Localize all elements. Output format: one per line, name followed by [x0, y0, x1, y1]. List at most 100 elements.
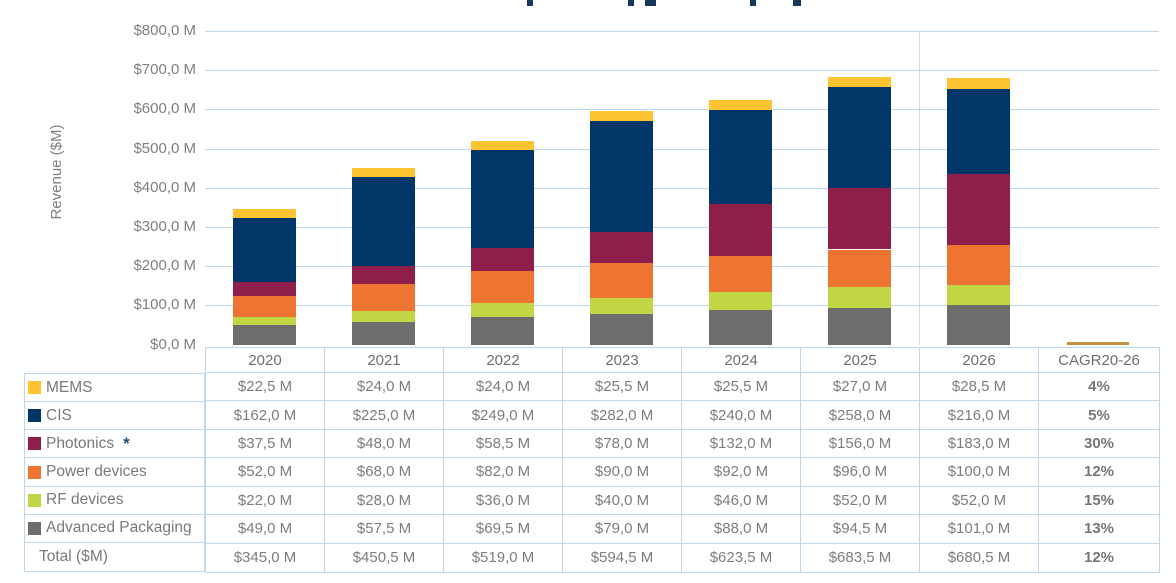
bar-segment-mems-2021	[352, 167, 415, 178]
bar-segment-mems-2024	[709, 100, 772, 111]
bar-segment-power-devices-2025	[828, 249, 891, 288]
bar-segment-cis-2022	[471, 150, 534, 249]
legend-table: MEMS CIS Photonics * Power devices RF devices…	[24, 373, 205, 573]
gridline	[205, 109, 1159, 111]
cell-mems-2026: $28,5 M	[920, 373, 1039, 402]
cell-cis-cagr: 5%	[1039, 401, 1159, 430]
gridline	[205, 30, 1159, 32]
cell-mems-2023: $25,5 M	[563, 373, 682, 402]
bar-segment-power-devices-2022	[471, 271, 534, 304]
column-header-2021: 2021	[325, 348, 444, 373]
bar-segment-rf-devices-2023	[590, 297, 653, 314]
cell-rf-devices-cagr: 15%	[1039, 487, 1159, 516]
cell-advanced-packaging-2020: $49,0 M	[206, 515, 325, 544]
bar-segment-power-devices-2021	[352, 284, 415, 312]
bar-segment-photonics-2023	[590, 232, 653, 263]
legend-label: Power devices	[46, 463, 147, 481]
cell-rf-devices-2021: $28,0 M	[325, 486, 444, 516]
bar-segment-power-devices-2024	[709, 255, 772, 293]
bar-segment-cis-2021	[352, 177, 415, 266]
legend-swatch-rf-devices	[28, 493, 41, 507]
cell-photonics-cagr: 30%	[1039, 430, 1159, 459]
bar-segment-cis-2023	[590, 121, 653, 233]
clipped-title-fragment	[793, 0, 801, 6]
cell-photonics-2022: $58,5 M	[444, 429, 563, 459]
data-table: 2020 2021 2022 2023 2024 2025 2026 CAGR20-26 $22…	[205, 347, 1160, 573]
gridline	[205, 266, 1159, 268]
bar-segment-rf-devices-2026	[947, 284, 1010, 305]
gridline	[205, 70, 1159, 72]
gridline	[205, 148, 1159, 150]
cell-cis-2020: $162,0 M	[206, 401, 325, 430]
bar-segment-advanced-packaging-2022	[471, 317, 534, 345]
legend-swatch-mems	[28, 381, 41, 395]
y-axis-tick-label: $800,0 M	[133, 21, 196, 39]
gridline	[205, 226, 1159, 228]
bar-segment-photonics-2024	[709, 204, 772, 256]
cell-advanced-packaging-2025: $94,5 M	[801, 515, 920, 544]
bar-segment-mems-2020	[233, 209, 296, 219]
cell-photonics-2026: $183,0 M	[920, 429, 1039, 459]
column-header-2020: 2020	[206, 348, 325, 373]
cell-rf-devices-2025: $52,0 M	[801, 486, 920, 516]
column-header-cagr20-26: CAGR20-26	[1039, 348, 1159, 373]
column-header-2025: 2025	[801, 348, 920, 373]
bar-segment-rf-devices-2024	[709, 292, 772, 311]
y-axis-tick-label: $600,0 M	[133, 100, 196, 118]
cell-photonics-2024: $132,0 M	[682, 429, 801, 459]
cell-photonics-2021: $48,0 M	[325, 429, 444, 459]
bar-segment-advanced-packaging-2023	[590, 313, 653, 345]
y-axis-tick-label: $500,0 M	[133, 139, 196, 157]
cell-cis-2024: $240,0 M	[682, 401, 801, 430]
cell-cis-2021: $225,0 M	[325, 401, 444, 430]
cell-power-devices-2024: $92,0 M	[682, 458, 801, 487]
legend-row-power-devices: Power devices	[25, 458, 204, 487]
cell-power-devices-2022: $82,0 M	[444, 458, 563, 487]
legend-row-cis: CIS	[25, 402, 204, 431]
bar-segment-advanced-packaging-2026	[947, 304, 1010, 345]
legend-swatch-photonics	[28, 437, 41, 451]
cell-mems-2020: $22,5 M	[206, 373, 325, 402]
cagr-mini-bar	[1067, 342, 1129, 345]
y-axis-tick-label: $0,0 M	[150, 335, 196, 353]
cell-power-devices-2026: $100,0 M	[920, 458, 1039, 487]
bar-segment-cis-2025	[828, 87, 891, 189]
cell-cis-2023: $282,0 M	[563, 401, 682, 430]
bar-segment-photonics-2025	[828, 188, 891, 250]
bar-segment-mems-2023	[590, 111, 653, 122]
clipped-title-fragment	[645, 0, 656, 6]
bar-segment-rf-devices-2021	[352, 311, 415, 323]
cell-photonics-2020: $37,5 M	[206, 429, 325, 459]
cell-cis-2022: $249,0 M	[444, 401, 563, 430]
cell-advanced-packaging-2023: $79,0 M	[563, 515, 682, 544]
legend-swatch-advanced-packaging	[28, 521, 41, 535]
bar-segment-mems-2022	[471, 141, 534, 151]
cell-photonics-2025: $156,0 M	[801, 429, 920, 459]
plot-area: Revenue ($M) $800,0 M $700,0 M $600,0 M $50…	[48, 21, 1159, 353]
cell-cis-2026: $216,0 M	[920, 401, 1039, 430]
legend-label: MEMS	[46, 378, 93, 396]
cell-rf-devices-2023: $40,0 M	[563, 486, 682, 516]
cell-rf-devices-2020: $22,0 M	[206, 486, 325, 516]
cell-total-m-2025: $683,5 M	[801, 543, 920, 572]
bar-segment-power-devices-2020	[233, 296, 296, 317]
cell-total-m-2021: $450,5 M	[325, 543, 444, 572]
cell-advanced-packaging-2022: $69,5 M	[444, 515, 563, 544]
cell-mems-2025: $27,0 M	[801, 373, 920, 402]
y-axis-tick-label: $700,0 M	[133, 61, 196, 79]
legend-label: Total ($M)	[39, 548, 108, 566]
cell-total-m-2020: $345,0 M	[206, 543, 325, 572]
clipped-title-fragment	[628, 0, 634, 6]
y-axis-tick-label: $300,0 M	[133, 217, 196, 235]
cell-rf-devices-2024: $46,0 M	[682, 486, 801, 516]
column-header-2026: 2026	[920, 348, 1039, 373]
legend-row-advanced-packaging: Advanced Packaging	[25, 515, 204, 543]
y-axis-tick-label: $200,0 M	[133, 257, 196, 275]
cell-total-m-2026: $680,5 M	[920, 543, 1039, 572]
y-axis-tick-label: $400,0 M	[133, 178, 196, 196]
clipped-title-fragment	[750, 0, 756, 6]
plot-vertical-line	[919, 30, 920, 345]
bar-segment-rf-devices-2020	[233, 316, 296, 326]
bar-segment-mems-2026	[947, 77, 1010, 89]
